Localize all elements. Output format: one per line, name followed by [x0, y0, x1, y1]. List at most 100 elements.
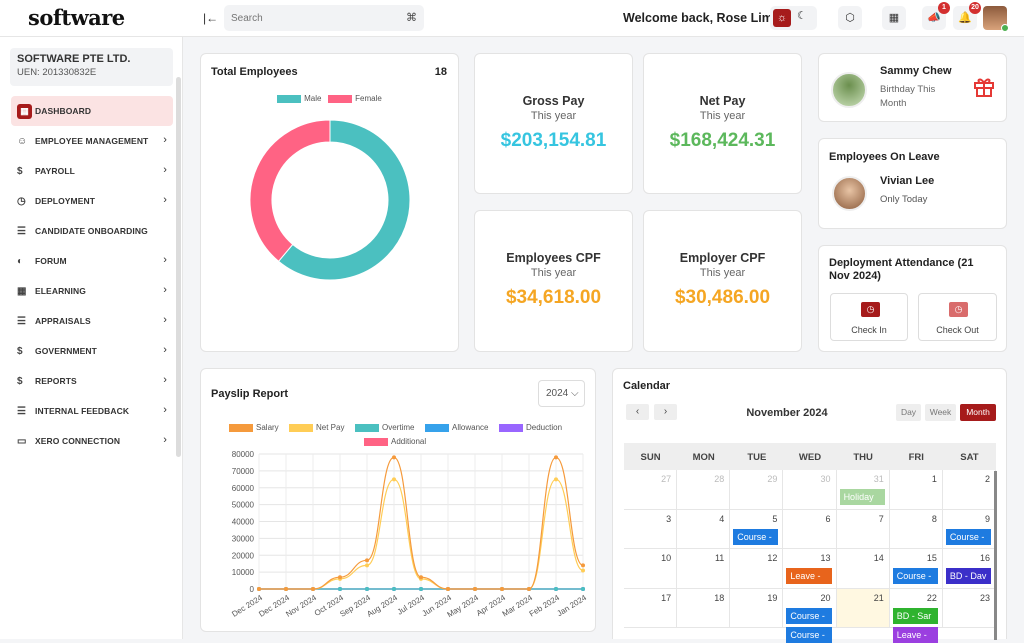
bell-icon[interactable]: 🔔 20: [953, 2, 981, 30]
legend-net-pay[interactable]: Net Pay: [289, 423, 344, 432]
calendar-day-cell[interactable]: 2: [942, 470, 996, 510]
calendar-day-cell[interactable]: 27: [624, 470, 678, 510]
search-input[interactable]: [224, 5, 394, 31]
calendar-event[interactable]: BD - Sar: [892, 607, 938, 624]
calendar-day-cell[interactable]: 29: [730, 470, 784, 510]
calendar-scrollbar[interactable]: [994, 471, 997, 640]
calendar-day-cell[interactable]: 12: [730, 549, 784, 589]
data-point[interactable]: [446, 587, 450, 591]
data-point[interactable]: [581, 568, 585, 573]
data-point[interactable]: [392, 455, 396, 460]
chevron-down-icon: ⌵: [571, 388, 579, 399]
calendar-day-cell[interactable]: 30: [783, 470, 837, 510]
logo[interactable]: software: [28, 5, 125, 30]
data-point[interactable]: [365, 587, 369, 591]
sidebar-item-forum[interactable]: ◐ FORUM ›: [11, 246, 173, 276]
calendar-day-cell[interactable]: 5: [730, 509, 784, 549]
legend-overtime[interactable]: Overtime: [355, 423, 414, 432]
view-month-button[interactable]: Month: [960, 404, 996, 421]
calendar-event[interactable]: Course -: [945, 528, 991, 545]
legend-deduction[interactable]: Deduction: [499, 423, 562, 432]
calendar-day-cell[interactable]: 21: [836, 588, 890, 628]
calendar-day-cell[interactable]: 18: [677, 588, 731, 628]
legend-allowance[interactable]: Allowance: [425, 423, 488, 432]
calendar-day-cell[interactable]: 1: [889, 470, 943, 510]
data-point[interactable]: [500, 587, 504, 591]
year-select[interactable]: 2024 ⌵: [538, 380, 585, 407]
calendar-day-cell[interactable]: 15: [889, 549, 943, 589]
check-out-button[interactable]: ◷ Check Out: [918, 293, 997, 341]
sidebar-item-appraisals[interactable]: ☰ APPRAISALS ›: [11, 306, 173, 336]
sidebar-scrollbar[interactable]: [176, 77, 181, 457]
sidebar-item-candidate-onboarding[interactable]: ☰ CANDIDATE ONBOARDING: [11, 216, 173, 246]
calendar-event[interactable]: Course -: [786, 607, 832, 624]
sidebar-item-government[interactable]: $ GOVERNMENT ›: [11, 336, 173, 366]
apps-icon[interactable]: ▦: [882, 6, 906, 30]
prev-month-button[interactable]: ‹: [626, 404, 649, 420]
calendar-day-cell[interactable]: 19: [730, 588, 784, 628]
sidebar-item-payroll[interactable]: $ PAYROLL ›: [11, 156, 173, 186]
calendar-day-cell[interactable]: 23: [942, 588, 996, 628]
calendar-event[interactable]: Course -: [786, 626, 832, 643]
data-point[interactable]: [284, 587, 288, 591]
shield-icon[interactable]: ⬡: [838, 6, 862, 30]
calendar-day-cell[interactable]: 11: [677, 549, 731, 589]
legend-salary[interactable]: Salary: [229, 423, 279, 432]
calendar-event[interactable]: Holiday: [839, 489, 885, 505]
calendar-event[interactable]: Leave -: [786, 568, 832, 584]
next-month-button[interactable]: ›: [654, 404, 677, 420]
calendar-day-cell[interactable]: 17: [624, 588, 678, 628]
calendar-day-cell[interactable]: 3: [624, 509, 678, 549]
data-point[interactable]: [527, 587, 531, 591]
sidebar-item-elearning[interactable]: ▦ ELEARNING ›: [11, 276, 173, 306]
announcement-icon[interactable]: 📣 1: [922, 2, 950, 30]
data-point[interactable]: [554, 477, 558, 482]
data-point[interactable]: [311, 587, 315, 591]
sidebar-item-deployment[interactable]: ◷ DEPLOYMENT ›: [11, 186, 173, 216]
legend-additional[interactable]: Additional: [364, 437, 426, 446]
data-point[interactable]: [365, 558, 369, 563]
sidebar-item-internal-feedback[interactable]: ☰ INTERNAL FEEDBACK ›: [11, 396, 173, 426]
sidebar-item-employee-management[interactable]: ☺ EMPLOYEE MANAGEMENT ›: [11, 126, 173, 156]
calendar-event[interactable]: Course -: [892, 568, 938, 584]
data-point[interactable]: [392, 477, 396, 482]
data-point[interactable]: [554, 587, 558, 591]
donut-slice-male[interactable]: [277, 119, 411, 281]
sidebar-item-reports[interactable]: $ REPORTS ›: [11, 366, 173, 396]
calendar-day-cell[interactable]: 7: [836, 509, 890, 549]
calendar-day-cell[interactable]: 14: [836, 549, 890, 589]
sidebar-item-xero-connection[interactable]: ▭ XERO CONNECTION ›: [11, 426, 173, 456]
data-point[interactable]: [257, 587, 261, 591]
data-point[interactable]: [338, 587, 342, 591]
data-point[interactable]: [419, 575, 423, 580]
calendar-day-cell[interactable]: 6: [783, 509, 837, 549]
collapse-sidebar-icon[interactable]: |←: [203, 11, 219, 25]
sun-icon[interactable]: ☼: [773, 9, 791, 27]
view-week-button[interactable]: Week: [925, 404, 956, 421]
data-point[interactable]: [473, 587, 477, 591]
data-point[interactable]: [338, 575, 342, 580]
data-point[interactable]: [581, 563, 585, 568]
legend-male[interactable]: Male: [277, 94, 321, 103]
data-point[interactable]: [581, 587, 585, 591]
data-point[interactable]: [392, 587, 396, 591]
donut-slice-female[interactable]: [249, 119, 331, 262]
calendar-day-cell[interactable]: 28: [677, 470, 731, 510]
calendar-day-cell[interactable]: 13: [783, 549, 837, 589]
sidebar-item-dashboard[interactable]: ▦ DASHBOARD: [11, 96, 173, 126]
moon-icon[interactable]: ☾: [797, 10, 807, 22]
data-point[interactable]: [554, 455, 558, 460]
user-avatar[interactable]: [983, 6, 1009, 32]
legend-female[interactable]: Female: [328, 94, 382, 103]
calendar-day-cell[interactable]: 8: [889, 509, 943, 549]
calendar-event[interactable]: Course -: [733, 528, 779, 545]
data-point[interactable]: [419, 587, 423, 591]
check-in-button[interactable]: ◷ Check In: [830, 293, 908, 341]
data-point[interactable]: [365, 563, 369, 568]
calendar-day-cell[interactable]: 10: [624, 549, 678, 589]
calendar-day-cell[interactable]: 31: [836, 470, 890, 510]
view-day-button[interactable]: Day: [896, 404, 921, 421]
calendar-event[interactable]: Leave -: [892, 626, 938, 643]
calendar-day-cell[interactable]: 4: [677, 509, 731, 549]
calendar-event[interactable]: BD - Dav: [945, 568, 991, 584]
